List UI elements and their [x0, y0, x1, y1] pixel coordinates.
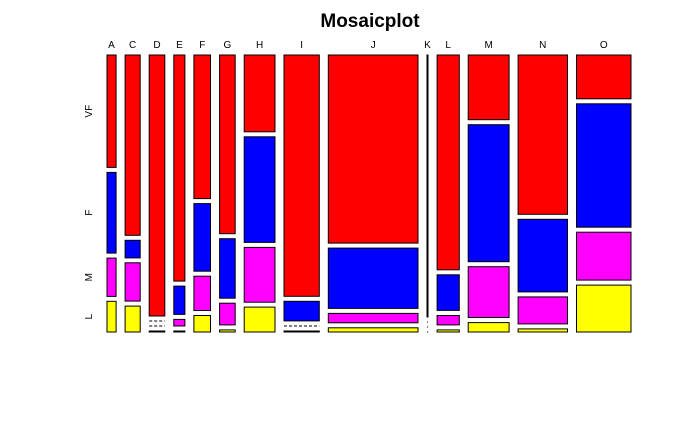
- mosaic-tile-l-f: [436, 274, 460, 311]
- mosaic-tile-i-f: [283, 300, 320, 322]
- mosaic-tile-o-vf: [576, 54, 632, 100]
- mosaic-tile-e-m: [173, 318, 186, 327]
- y-tick-label-l: L: [84, 313, 95, 319]
- mosaic-tile-c-l: [124, 305, 141, 333]
- x-tick-label-n: N: [539, 40, 546, 51]
- mosaic-tile-f-vf: [193, 54, 211, 200]
- mosaic-tile-n-m: [517, 296, 568, 325]
- mosaic-tile-m-l: [467, 322, 510, 333]
- x-tick-label-f: F: [199, 40, 205, 51]
- mosaic-tile-o-l: [576, 284, 632, 333]
- x-tick-label-e: E: [176, 40, 183, 51]
- mosaic-tile-m-m: [467, 266, 510, 319]
- mosaic-tiles: [106, 54, 632, 333]
- mosaic-tile-a-l: [106, 300, 117, 333]
- x-tick-label-i: I: [300, 40, 303, 51]
- mosaic-tile-g-m: [219, 302, 236, 326]
- mosaic-tile-f-l: [193, 315, 211, 333]
- x-tick-label-k: K: [424, 40, 431, 51]
- x-tick-label-m: M: [485, 40, 493, 51]
- mosaic-tile-n-f: [517, 218, 568, 293]
- mosaic-tile-n-l: [517, 328, 568, 333]
- x-tick-label-g: G: [224, 40, 232, 51]
- mosaic-tile-c-m: [124, 262, 141, 302]
- mosaic-tile-h-vf: [243, 54, 276, 133]
- mosaic-tile-a-f: [106, 171, 117, 254]
- mosaic-tile-i-l: [283, 330, 320, 333]
- mosaic-tile-o-f: [576, 103, 632, 228]
- mosaic-tile-a-vf: [106, 54, 117, 168]
- x-tick-label-d: D: [153, 40, 160, 51]
- mosaic-tile-d-vf: [148, 54, 166, 317]
- y-tick-label-vf: VF: [84, 105, 95, 118]
- mosaic-tile-h-f: [243, 136, 276, 243]
- mosaic-tile-j-vf: [327, 54, 419, 244]
- x-tick-label-c: C: [129, 40, 136, 51]
- chart-title: Mosaicplot: [320, 11, 420, 32]
- mosaic-tile-a-m: [106, 257, 117, 297]
- mosaic-tile-l-m: [436, 315, 460, 326]
- mosaic-tile-i-vf: [283, 54, 320, 297]
- mosaic-tile-g-vf: [219, 54, 236, 235]
- x-tick-label-a: A: [108, 40, 115, 51]
- mosaic-tile-e-l: [173, 330, 186, 333]
- y-tick-labels: L M F VF: [84, 105, 95, 320]
- mosaic-tile-h-m: [243, 246, 276, 303]
- x-tick-label-l: L: [445, 40, 451, 51]
- mosaic-tile-l-l: [436, 329, 460, 333]
- mosaic-tile-g-l: [219, 329, 236, 333]
- mosaic-tile-j-f: [327, 247, 419, 309]
- x-tick-label-h: H: [256, 40, 263, 51]
- mosaic-tile-j-l: [327, 327, 419, 333]
- mosaic-tile-l-vf: [436, 54, 460, 271]
- x-tick-label-o: O: [600, 40, 608, 51]
- mosaic-tile-o-m: [576, 231, 632, 281]
- mosaic-tile-c-vf: [124, 54, 141, 236]
- x-tick-label-j: J: [371, 40, 376, 51]
- y-tick-label-m: M: [84, 273, 95, 281]
- mosaic-tile-g-f: [219, 238, 236, 299]
- mosaic-tile-m-vf: [467, 54, 510, 121]
- mosaic-tile-h-l: [243, 306, 276, 333]
- mosaic-tile-d-l: [148, 330, 166, 333]
- mosaic-tile-e-vf: [173, 54, 186, 282]
- mosaic-tile-n-vf: [517, 54, 568, 215]
- mosaic-tile-m-f: [467, 124, 510, 263]
- mosaic-tile-e-f: [173, 285, 186, 315]
- mosaic-tile-c-f: [124, 239, 141, 259]
- mosaic-tile-f-f: [193, 203, 211, 272]
- mosaic-tile-k-vf: [426, 54, 429, 318]
- y-tick-label-f: F: [84, 210, 95, 216]
- mosaic-tile-j-m: [327, 312, 419, 324]
- mosaic-tile-f-m: [193, 275, 211, 312]
